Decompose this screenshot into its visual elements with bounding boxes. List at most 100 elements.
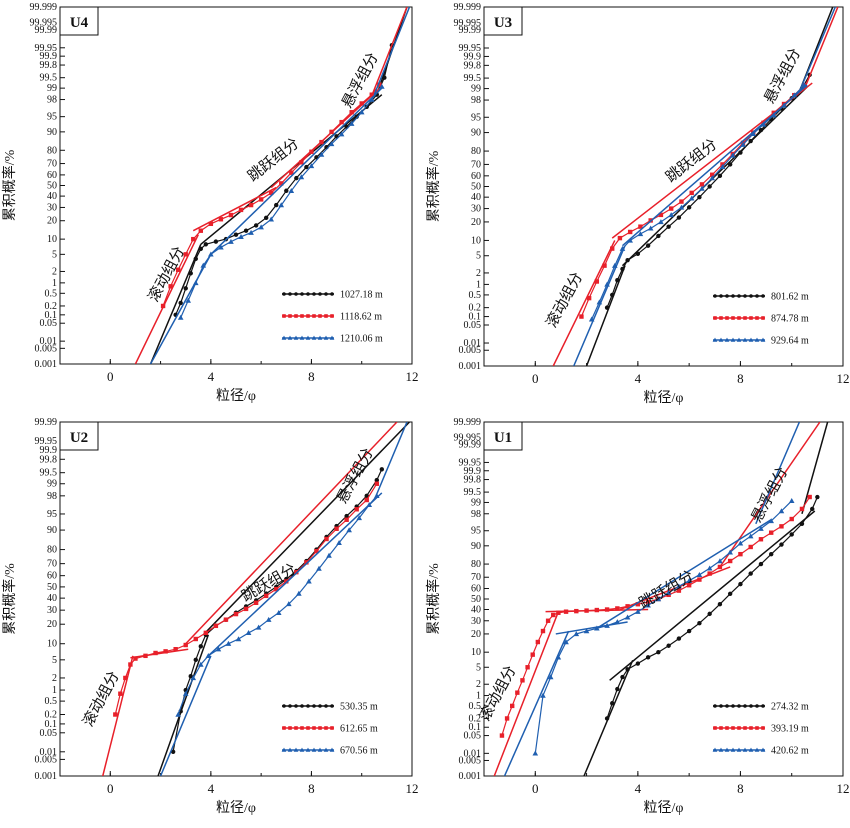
plot-area <box>102 422 411 776</box>
data-point <box>611 262 618 268</box>
y-tick-label: 20 <box>471 217 481 228</box>
data-point <box>799 521 805 527</box>
y-tick-label: 99.95 <box>459 43 482 54</box>
legend-marker <box>730 747 736 752</box>
series-420-62-m <box>503 422 801 776</box>
data-point <box>364 497 369 503</box>
data-point <box>781 102 787 108</box>
legend-marker <box>282 314 286 318</box>
data-point <box>699 182 705 187</box>
y-tick-label: 60 <box>47 571 57 582</box>
legend-marker <box>305 335 311 340</box>
y-tick-label: 2 <box>52 673 57 684</box>
data-point <box>738 551 743 557</box>
data-point <box>218 217 224 222</box>
data-point <box>789 532 794 537</box>
y-tick-label: 99.99 <box>35 25 58 36</box>
data-point <box>346 527 352 533</box>
legend-marker <box>731 726 735 730</box>
legend-marker <box>318 726 322 730</box>
panel-label: U2 <box>70 430 88 446</box>
component-annotation: 跳跃组分 <box>636 568 696 613</box>
y-tick-label: 2 <box>476 268 481 279</box>
legend-marker <box>713 294 717 298</box>
legend-marker <box>712 337 718 342</box>
data-point <box>255 624 262 630</box>
data-point <box>182 690 189 696</box>
y-tick-label: 0.01 <box>464 338 482 349</box>
data-point <box>689 190 694 196</box>
data-point <box>316 565 322 571</box>
legend-marker <box>317 747 323 752</box>
x-tick-label: 4 <box>208 781 215 796</box>
series-274-32-m <box>583 422 829 776</box>
legend-marker <box>737 726 741 730</box>
fit-line <box>585 265 626 366</box>
fit-line <box>185 422 398 645</box>
data-point <box>118 691 123 696</box>
y-tick-label: 95 <box>47 112 57 123</box>
legend-marker <box>724 337 730 342</box>
data-point <box>175 267 181 272</box>
data-point <box>555 654 562 660</box>
fit-line <box>371 7 408 97</box>
y-tick-label: 95 <box>47 509 57 520</box>
data-point <box>602 263 607 268</box>
x-tick-label: 12 <box>837 781 850 796</box>
data-point <box>619 245 626 251</box>
legend-marker <box>306 726 310 730</box>
legend-marker <box>281 335 287 340</box>
series-1210-06-m <box>149 7 411 364</box>
y-tick-label: 98 <box>471 509 481 520</box>
series-393-19-m <box>493 422 821 776</box>
data-point <box>717 564 723 570</box>
y-tick-label: 98 <box>47 95 57 106</box>
y-tick-label: 90 <box>471 541 481 552</box>
data-point <box>604 305 610 310</box>
data-point <box>326 552 332 558</box>
data-point <box>113 712 118 717</box>
data-point <box>309 149 314 154</box>
y-tick-label: 99.99 <box>459 25 482 36</box>
legend-marker <box>300 292 304 296</box>
data-point <box>678 204 685 210</box>
data-point <box>299 160 304 165</box>
legend-marker <box>755 294 759 298</box>
data-point <box>215 646 222 652</box>
y-tick-label: 0.1 <box>469 722 482 733</box>
y-tick-label: 0.5 <box>45 288 58 299</box>
data-point <box>676 583 682 589</box>
y-tick-label: 99.8 <box>40 454 58 465</box>
data-point <box>238 207 244 213</box>
x-axis-label: 粒径/φ <box>216 388 256 404</box>
data-point <box>374 493 380 499</box>
data-point <box>627 237 633 243</box>
y-tick-label: 0.2 <box>469 713 482 724</box>
data-point <box>336 540 342 546</box>
y-tick-label: 90 <box>47 525 57 536</box>
legend-marker <box>719 316 723 320</box>
x-tick-label: 0 <box>532 781 539 796</box>
y-tick-label: 1 <box>476 691 481 702</box>
legend-marker <box>300 314 304 318</box>
y-tick-label: 99.995 <box>30 18 58 29</box>
data-point <box>697 577 702 582</box>
data-point <box>709 175 716 181</box>
legend-marker <box>748 337 754 342</box>
data-point <box>788 498 795 504</box>
data-point <box>304 164 309 170</box>
y-tick-label: 70 <box>471 159 481 170</box>
y-tick-label: 90 <box>471 128 481 139</box>
data-point <box>319 139 324 145</box>
y-tick-label: 5 <box>52 249 57 260</box>
data-point <box>617 235 623 241</box>
data-point <box>656 233 661 239</box>
data-point <box>354 507 359 512</box>
fit-line <box>552 240 616 366</box>
legend-marker <box>743 704 747 708</box>
data-point <box>666 224 671 229</box>
legend-marker <box>293 747 299 752</box>
data-point <box>349 110 354 115</box>
fit-line <box>202 422 411 636</box>
legend-marker <box>755 704 759 708</box>
